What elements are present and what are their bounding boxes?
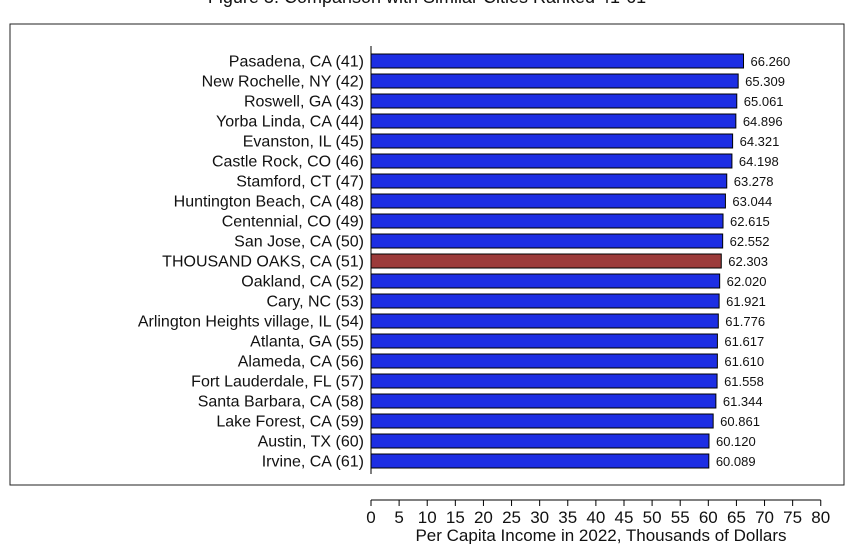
category-label: Oakland, CA (52) bbox=[241, 274, 364, 291]
bar bbox=[370, 233, 724, 249]
x-tick-label: 25 bbox=[502, 508, 521, 527]
x-tick-label: 80 bbox=[811, 508, 830, 527]
bar bbox=[370, 373, 718, 389]
category-label: Santa Barbara, CA (58) bbox=[198, 394, 364, 411]
value-label: 60.089 bbox=[716, 454, 756, 469]
x-tick-label: 30 bbox=[530, 508, 549, 527]
value-label: 66.260 bbox=[751, 54, 791, 69]
value-label: 62.615 bbox=[730, 214, 770, 229]
chart-title: Figure 3. Comparison with Similar Cities… bbox=[0, 0, 854, 8]
category-label: Huntington Beach, CA (48) bbox=[174, 194, 364, 211]
value-label: 61.610 bbox=[724, 354, 764, 369]
x-tick-label: 20 bbox=[474, 508, 493, 527]
value-label: 61.617 bbox=[724, 334, 764, 349]
x-tick-label: 70 bbox=[755, 508, 774, 527]
bar bbox=[370, 213, 724, 229]
category-label: THOUSAND OAKS, CA (51) bbox=[162, 254, 364, 271]
value-labels-group: 66.260 65.309 65.061 64.896 64.321 64.198 63.2… bbox=[716, 54, 790, 469]
category-label: Centennial, CO (49) bbox=[222, 214, 364, 231]
value-label: 60.861 bbox=[720, 414, 760, 429]
category-label: Austin, TX (60) bbox=[258, 434, 364, 451]
bar bbox=[370, 353, 718, 369]
x-tick-label: 75 bbox=[783, 508, 802, 527]
x-axis-title: Per Capita Income in 2022, Thousands of … bbox=[415, 526, 786, 544]
category-label: Lake Forest, CA (59) bbox=[216, 414, 364, 431]
bar bbox=[370, 293, 720, 309]
value-label: 62.303 bbox=[728, 254, 768, 269]
value-label: 64.321 bbox=[740, 134, 780, 149]
category-label: Arlington Heights village, IL (54) bbox=[138, 314, 364, 331]
x-tick-label: 5 bbox=[394, 508, 403, 527]
category-label: Fort Lauderdale, FL (57) bbox=[191, 374, 364, 391]
category-label: Stamford, CT (47) bbox=[236, 174, 364, 191]
bar bbox=[370, 153, 733, 169]
bar bbox=[370, 313, 719, 329]
x-tick-label: 50 bbox=[643, 508, 662, 527]
bars-group bbox=[370, 53, 745, 469]
bar bbox=[370, 433, 710, 449]
category-label: Castle Rock, CO (46) bbox=[212, 154, 364, 171]
value-label: 61.344 bbox=[723, 394, 763, 409]
bar bbox=[370, 333, 718, 349]
category-label: Roswell, GA (43) bbox=[244, 94, 364, 111]
bar bbox=[370, 113, 737, 129]
bar bbox=[370, 53, 745, 69]
x-tick-label: 65 bbox=[727, 508, 746, 527]
x-tick-label: 60 bbox=[699, 508, 718, 527]
x-axis-ticks-group: 0 5 10 15 20 25 30 35 40 45 50 55 60 65 70 75 80 bbox=[366, 500, 830, 527]
x-tick-label: 35 bbox=[558, 508, 577, 527]
value-label: 62.020 bbox=[727, 274, 767, 289]
x-tick-label: 55 bbox=[671, 508, 690, 527]
category-label: Evanston, IL (45) bbox=[243, 134, 364, 151]
x-tick-label: 40 bbox=[586, 508, 605, 527]
category-labels-group: Pasadena, CA (41) New Rochelle, NY (42) Ro… bbox=[138, 54, 364, 471]
category-label: Pasadena, CA (41) bbox=[229, 54, 364, 71]
bar bbox=[370, 93, 738, 109]
value-label: 61.921 bbox=[726, 294, 766, 309]
category-label: San Jose, CA (50) bbox=[234, 234, 364, 251]
value-label: 60.120 bbox=[716, 434, 756, 449]
bar bbox=[370, 413, 714, 429]
value-label: 62.552 bbox=[730, 234, 770, 249]
value-label: 64.896 bbox=[743, 114, 783, 129]
value-label: 65.309 bbox=[745, 74, 785, 89]
category-label: New Rochelle, NY (42) bbox=[202, 74, 364, 91]
category-label: Atlanta, GA (55) bbox=[250, 334, 364, 351]
bar bbox=[370, 273, 721, 289]
bar-highlight bbox=[370, 253, 722, 269]
x-tick-label: 15 bbox=[446, 508, 465, 527]
bar bbox=[370, 193, 726, 209]
category-label: Alameda, CA (56) bbox=[238, 354, 364, 371]
value-label: 61.776 bbox=[725, 314, 765, 329]
value-label: 65.061 bbox=[744, 94, 784, 109]
bar bbox=[370, 173, 728, 189]
bar bbox=[370, 453, 710, 469]
value-label: 64.198 bbox=[739, 154, 779, 169]
category-label: Irvine, CA (61) bbox=[262, 454, 364, 471]
bar bbox=[370, 73, 739, 89]
x-tick-label: 10 bbox=[418, 508, 437, 527]
value-label: 63.278 bbox=[734, 174, 774, 189]
bar bbox=[370, 133, 734, 149]
category-label: Yorba Linda, CA (44) bbox=[216, 114, 364, 131]
x-tick-label: 45 bbox=[615, 508, 634, 527]
bar bbox=[370, 393, 717, 409]
value-label: 61.558 bbox=[724, 374, 764, 389]
x-tick-label: 0 bbox=[366, 508, 375, 527]
category-label: Cary, NC (53) bbox=[267, 294, 365, 311]
value-label: 63.044 bbox=[732, 194, 772, 209]
